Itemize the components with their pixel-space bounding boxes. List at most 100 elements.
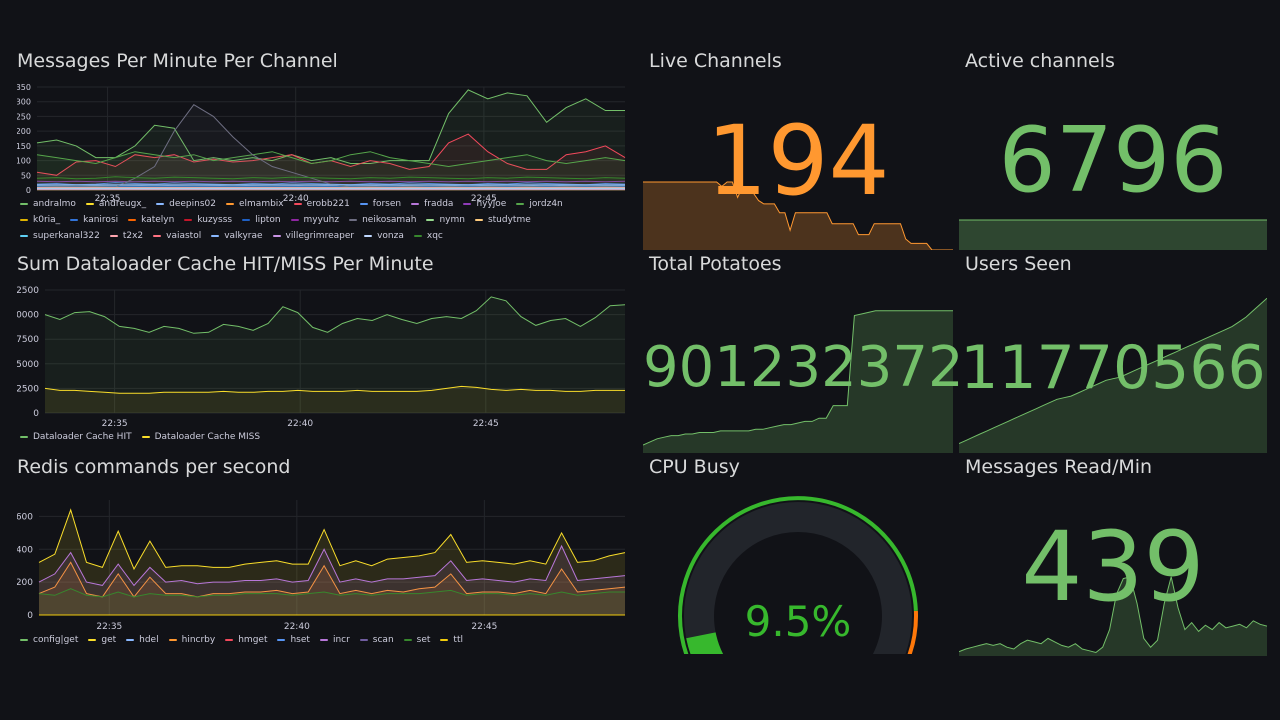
redis-chart[interactable]: 0 200 400 600 22:35 22:40 22:45	[17, 496, 629, 633]
legend-item-fradda[interactable]: fradda	[411, 196, 453, 212]
messages-chart[interactable]: 0 50 100 150 200 250 300 350 22:35 22:40 22:45	[17, 83, 629, 203]
legend-item-forsen[interactable]: forsen	[359, 196, 402, 212]
series-line-deepins02[interactable]	[36, 184, 625, 187]
series-line-hyyjoe[interactable]	[36, 180, 626, 183]
legend-label: hdel	[139, 635, 159, 645]
series-line-dataloader-cache-hit[interactable]	[44, 296, 626, 334]
legend-item-config-get[interactable]: config|get	[20, 632, 78, 648]
series-area-jordz4n	[37, 151, 625, 190]
series-line-andralmo[interactable]	[36, 89, 625, 164]
live-channels-value: 194	[706, 105, 890, 217]
panel-title[interactable]: Total Potatoes	[649, 253, 782, 275]
sparkline-area	[959, 220, 1267, 250]
legend-item-kanirosi[interactable]: kanirosi	[70, 212, 118, 228]
legend-swatch	[20, 638, 28, 641]
legend-item-valkyrae[interactable]: valkyrae	[211, 228, 263, 244]
series-line-neikosamah[interactable]	[36, 104, 626, 188]
legend-swatch	[440, 638, 449, 641]
legend-swatch	[20, 234, 28, 237]
panel-title[interactable]: Redis commands per second	[17, 456, 291, 478]
cache-chart[interactable]: 0 2500 5000 7500 10000 12500 22:35 22:40 22:45	[17, 286, 629, 431]
legend-item-hset[interactable]: hset	[277, 632, 310, 648]
legend-label: forsen	[372, 199, 402, 209]
legend-item-vonza[interactable]: vonza	[364, 228, 404, 244]
active-channels-sparkline	[959, 219, 1267, 250]
y-tick-label: 350	[17, 83, 31, 92]
y-tick-label: 12500	[17, 286, 39, 296]
legend-item-dataloader-cache-hit[interactable]: Dataloader Cache HIT	[20, 429, 132, 445]
series-line-xqc[interactable]	[36, 176, 626, 180]
sparkline-area	[959, 298, 1267, 453]
legend-item-xqc[interactable]: xqc	[413, 228, 443, 244]
legend-item-nymn[interactable]: nymn	[426, 212, 465, 228]
active-channels-value: 6796	[998, 108, 1228, 213]
series-line-incr[interactable]	[38, 544, 626, 587]
legend-item-hmget[interactable]: hmget	[225, 632, 267, 648]
legend-item-t2x2[interactable]: t2x2	[109, 228, 144, 244]
panel-title[interactable]: Messages Per Minute Per Channel	[17, 50, 338, 72]
series-line-dataloader-cache-miss[interactable]	[44, 385, 625, 394]
legend-item-studytme[interactable]: studytme	[474, 212, 531, 228]
series-line-hincrby[interactable]	[38, 561, 626, 598]
legend-item-superkanal322[interactable]: superkanal322	[20, 228, 100, 244]
panel-title[interactable]: Messages Read/Min	[965, 456, 1153, 478]
series-line-jordz4n[interactable]	[36, 151, 626, 168]
legend-swatch	[141, 435, 150, 438]
panel-title[interactable]: Live Channels	[649, 50, 782, 72]
legend-item-k0ria[interactable]: k0ria_	[20, 212, 60, 228]
legend-item-hyyjoe[interactable]: hyyjoe	[463, 196, 506, 212]
legend-item-set[interactable]: set	[403, 632, 430, 648]
redis-panel: Redis commands per second 0 200 400 600 22:3…	[17, 456, 629, 651]
panel-title[interactable]: CPU Busy	[649, 456, 740, 478]
legend-swatch	[88, 638, 97, 641]
legend-item-erobb221[interactable]: erobb221	[293, 196, 350, 212]
sparkline-line	[643, 310, 953, 446]
legend-item-scan[interactable]: scan	[359, 632, 394, 648]
legend-item-dataloader-cache-miss[interactable]: Dataloader Cache MISS	[141, 429, 260, 445]
legend-item-incr[interactable]: incr	[319, 632, 350, 648]
legend-label: myyuhz	[303, 215, 340, 225]
legend-label: hmget	[238, 635, 268, 645]
legend-item-neikosamah[interactable]: neikosamah	[349, 212, 416, 228]
legend-item-jordz4n[interactable]: jordz4n	[516, 196, 563, 212]
y-tick-label: 200	[17, 578, 33, 588]
y-tick-label: 7500	[17, 335, 39, 345]
series-area-set	[39, 588, 625, 615]
y-tick-label: 400	[17, 545, 33, 555]
legend-item-get[interactable]: get	[88, 632, 116, 648]
legend-item-elmambix[interactable]: elmambix	[226, 196, 284, 212]
legend-swatch	[126, 638, 135, 641]
legend-item-ttl[interactable]: ttl	[440, 632, 463, 648]
panel-title[interactable]: Active channels	[965, 50, 1115, 72]
legend-label: t2x2	[122, 231, 144, 241]
legend-item-andralmo[interactable]: andralmo	[20, 196, 76, 212]
legend-item-andreugx[interactable]: andreugx_	[85, 196, 146, 212]
legend-item-hdel[interactable]: hdel	[126, 632, 159, 648]
series-line-set[interactable]	[38, 588, 625, 598]
x-tick-label: 22:40	[287, 419, 313, 429]
legend-item-kuzysss[interactable]: kuzysss	[184, 212, 232, 228]
legend-item-hincrby[interactable]: hincrby	[168, 632, 215, 648]
legend-swatch	[516, 202, 525, 205]
legend-item-katelyn[interactable]: katelyn	[128, 212, 174, 228]
legend-swatch	[168, 638, 177, 641]
panel-title[interactable]: Users Seen	[965, 253, 1072, 275]
legend-item-lipton[interactable]: lipton	[242, 212, 281, 228]
y-tick-label: 5000	[17, 360, 39, 370]
legend-label: hset	[290, 635, 310, 645]
legend-swatch	[293, 202, 302, 205]
sparkline-area	[643, 310, 953, 453]
panel-title[interactable]: Sum Dataloader Cache HIT/MISS Per Minute	[17, 253, 434, 275]
legend-item-vaiastol[interactable]: vaiastol	[153, 228, 201, 244]
sparkline-area	[643, 182, 953, 250]
legend-label: vaiastol	[166, 231, 202, 241]
legend-item-villegrimreaper[interactable]: villegrimreaper	[272, 228, 354, 244]
series-line-get[interactable]	[38, 508, 626, 571]
legend-swatch	[364, 234, 373, 237]
legend-item-myyuhz[interactable]: myyuhz	[290, 212, 340, 228]
legend-item-deepins02[interactable]: deepins02	[156, 196, 216, 212]
x-tick-label: 22:40	[283, 194, 309, 203]
gauge-value-arc	[686, 631, 724, 654]
messages-read-sparkline	[959, 576, 1267, 656]
legend-swatch	[272, 234, 281, 237]
